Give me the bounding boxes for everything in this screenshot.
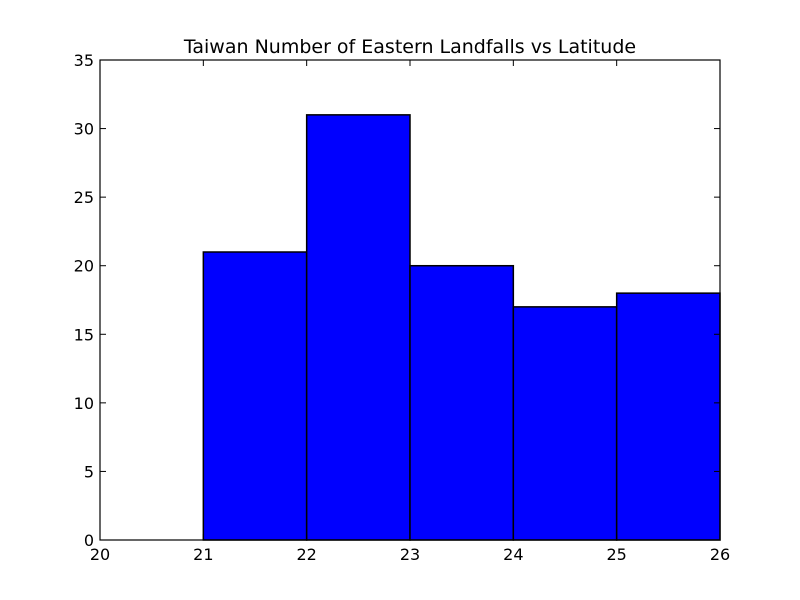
- y-tick-label: 5: [84, 462, 94, 481]
- histogram-bar: [512, 306, 618, 541]
- y-tick-label: 15: [74, 325, 94, 344]
- histogram-bar: [202, 251, 308, 541]
- x-tick-label: 20: [90, 545, 110, 564]
- y-tick-label: 25: [74, 188, 94, 207]
- histogram-bar: [305, 114, 411, 541]
- ticks-layer: 20 21 22 23 24 25 26 0 5 10 15 20 25 30 35: [74, 51, 731, 564]
- x-tick-label: 22: [296, 545, 316, 564]
- y-tick-label: 10: [74, 394, 94, 413]
- histogram-bar: [615, 292, 721, 541]
- histogram-bar: [409, 264, 515, 541]
- x-tick-label: 21: [193, 545, 213, 564]
- x-tick-label: 26: [710, 545, 730, 564]
- bars-layer: [202, 114, 721, 541]
- chart-title: Taiwan Number of Eastern Landfalls vs La…: [183, 36, 636, 58]
- y-tick-label: 0: [84, 531, 94, 550]
- x-tick-label: 24: [503, 545, 523, 564]
- y-tick-label: 20: [74, 257, 94, 276]
- y-tick-label: 35: [74, 51, 94, 70]
- x-tick-label: 25: [606, 545, 626, 564]
- y-tick-label: 30: [74, 120, 94, 139]
- x-tick-label: 23: [400, 545, 420, 564]
